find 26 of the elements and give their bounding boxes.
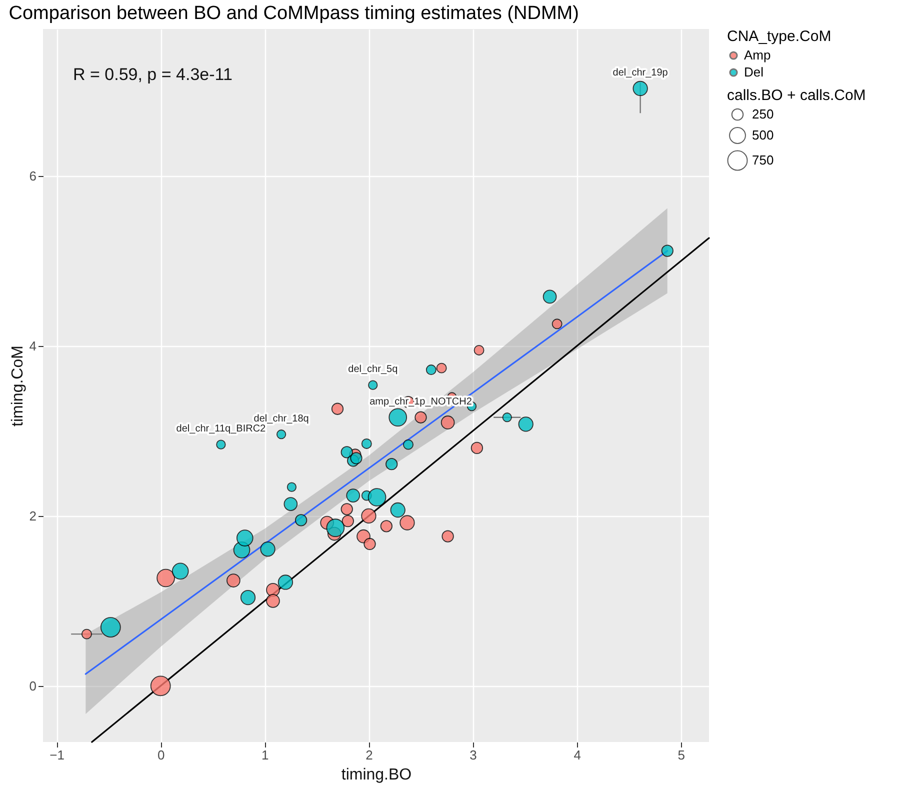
x-tick-label: −1 <box>50 748 64 762</box>
x-axis-title: timing.BO <box>341 766 412 784</box>
legend-label: 250 <box>752 106 774 122</box>
legend-label: 750 <box>752 152 774 168</box>
x-tick-label: 3 <box>470 748 477 762</box>
y-tick-label: 4 <box>29 338 36 354</box>
annotation: R = 0.59, p = 4.3e-11 <box>73 65 232 84</box>
y-tick-label: 6 <box>29 168 36 184</box>
y-tick-label: 2 <box>29 508 36 524</box>
legend-label: Del <box>744 64 764 80</box>
annotation: del_chr_11q_BIRC2 <box>176 424 266 435</box>
legend-label: Amp <box>744 48 771 62</box>
y-tick-label: 0 <box>29 678 36 694</box>
legend-label: 500 <box>752 128 774 142</box>
annotation: del_chr_18q <box>254 413 309 424</box>
annotation: del_chr_5q <box>348 364 398 376</box>
x-tick-label: 5 <box>678 748 686 762</box>
x-tick-label: 0 <box>157 748 165 762</box>
annotation: del_chr_19p <box>612 67 668 78</box>
x-tick-label: 4 <box>574 748 581 762</box>
x-tick-label: 1 <box>262 748 269 762</box>
text: calls.BO + calls.CoM <box>727 87 866 104</box>
y-axis-title: timing.CoM <box>9 346 26 426</box>
chart-title: Comparison between BO and CoMMpass timing estimates (NDMM) <box>8 3 579 24</box>
x-tick-label: 2 <box>366 748 373 762</box>
text: CNA_type.CoM <box>727 28 832 45</box>
